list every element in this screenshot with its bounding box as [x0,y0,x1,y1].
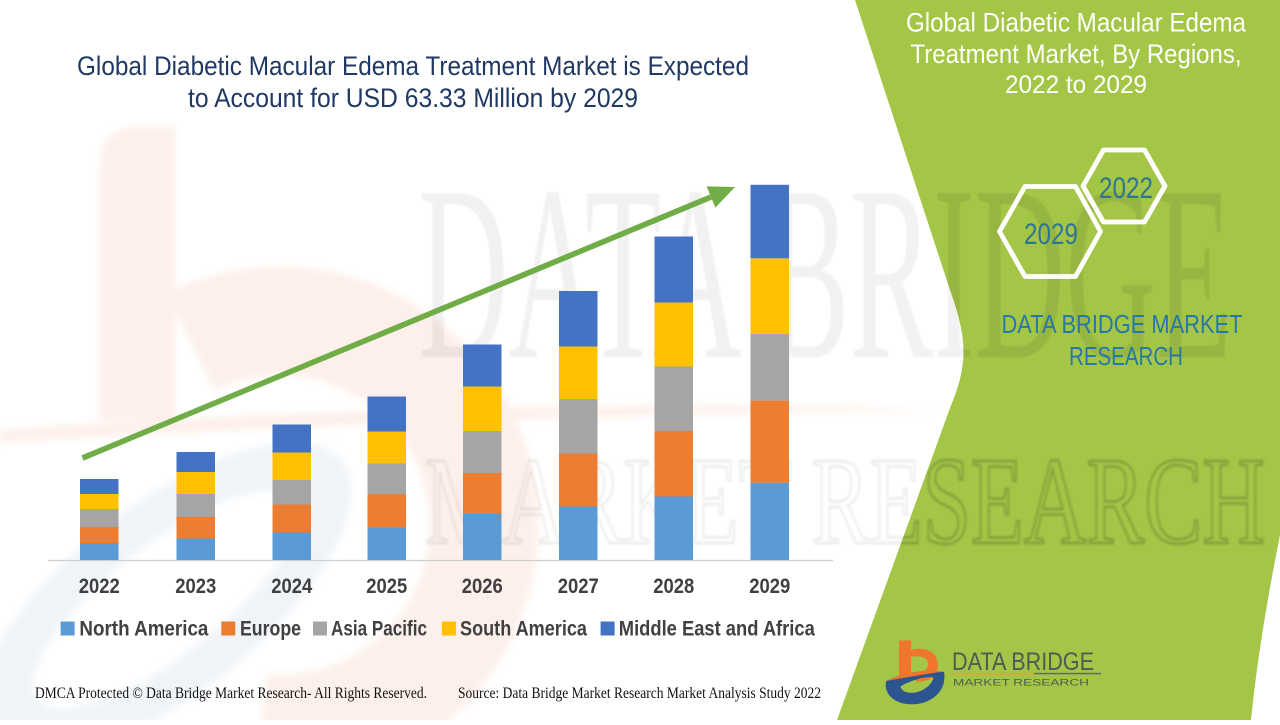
svg-text:2024: 2024 [271,575,312,598]
svg-text:MARKET RESEARCH: MARKET RESEARCH [953,678,1089,688]
svg-text:2022: 2022 [79,575,120,598]
svg-text:South America: South America [460,618,587,641]
svg-text:DATA BRIDGE: DATA BRIDGE [952,648,1094,676]
svg-text:Source: Data Bridge Market Res: Source: Data Bridge Market Research Mark… [458,685,821,702]
svg-text:Global Diabetic Macular Edema: Global Diabetic Macular Edema Treatment … [77,51,749,81]
svg-text:2023: 2023 [175,575,216,598]
svg-text:MARKET RESEARCH: MARKET RESEARCH [425,433,1265,571]
svg-text:Treatment Market, By Regions,: Treatment Market, By Regions, [911,39,1242,69]
svg-text:Global Diabetic Macular Edema: Global Diabetic Macular Edema [906,8,1247,38]
svg-text:2026: 2026 [462,575,503,598]
svg-text:Europe: Europe [240,618,301,641]
svg-text:2025: 2025 [366,575,407,598]
svg-text:North America: North America [79,618,208,641]
svg-text:2029: 2029 [1024,218,1078,251]
svg-text:2028: 2028 [653,575,694,598]
svg-text:Asia Pacific: Asia Pacific [331,618,427,641]
svg-text:to Account for USD 63.33 Milli: to Account for USD 63.33 Million by 2029 [188,83,638,113]
svg-text:DMCA Protected © Data Bridge M: DMCA Protected © Data Bridge Market Rese… [35,685,427,702]
svg-text:RESEARCH: RESEARCH [1069,341,1183,371]
svg-text:DATA BRIDGE MARKET: DATA BRIDGE MARKET [1002,309,1243,339]
svg-text:Middle East and Africa: Middle East and Africa [619,618,815,641]
svg-text:2027: 2027 [558,575,599,598]
svg-text:2022: 2022 [1099,172,1153,205]
svg-text:2029: 2029 [749,575,790,598]
svg-text:2022 to 2029: 2022 to 2029 [1005,71,1147,99]
